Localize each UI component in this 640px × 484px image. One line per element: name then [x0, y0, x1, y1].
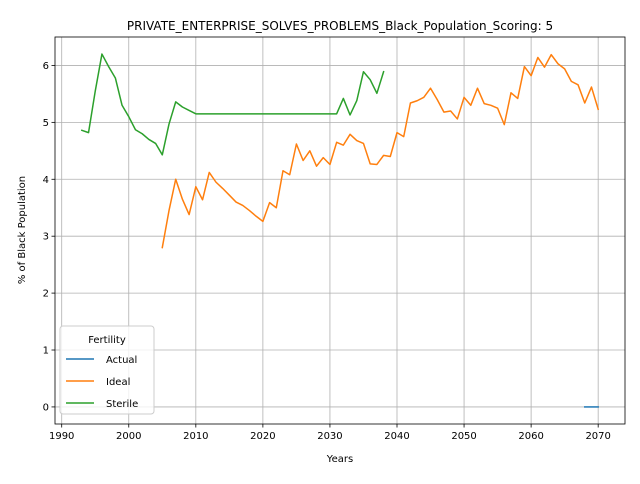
plot-frame [54, 36, 626, 425]
legend-label-ideal: Ideal [106, 377, 130, 388]
chart-title: PRIVATE_ENTERPRISE_SOLVES_PROBLEMS_Black… [127, 19, 553, 33]
x-axis-label: Years [326, 454, 353, 465]
x-tick-label: 2010 [183, 431, 208, 442]
x-tick-label: 2050 [451, 431, 476, 442]
x-tick-label: 2000 [116, 431, 141, 442]
y-tick-label: 2 [43, 289, 49, 300]
x-axis-ticks: 1990 2000 2010 2020 2030 2040 2050 2060 2070 [49, 424, 611, 442]
legend-title: Fertility [88, 335, 126, 346]
y-axis-label: % of Black Population [17, 176, 28, 284]
y-tick-label: 4 [43, 175, 49, 186]
legend-label-sterile: Sterile [106, 399, 138, 410]
y-axis-ticks: 0 1 2 3 4 5 6 [43, 61, 55, 413]
x-tick-label: 2040 [384, 431, 409, 442]
y-tick-label: 0 [43, 402, 49, 413]
y-tick-label: 3 [43, 232, 49, 243]
y-tick-label: 1 [43, 346, 49, 357]
legend: Fertility Actual Ideal Sterile [59, 325, 155, 415]
series-line-sterile [80, 53, 385, 156]
legend-items: Actual Ideal Sterile [66, 355, 138, 410]
x-tick-label: 2020 [250, 431, 275, 442]
x-tick-label: 2030 [317, 431, 342, 442]
x-tick-label: 2060 [518, 431, 543, 442]
series-line-ideal [161, 53, 600, 249]
y-tick-label: 5 [43, 118, 49, 129]
series-layer [80, 53, 600, 408]
x-tick-label: 2070 [585, 431, 610, 442]
legend-label-actual: Actual [106, 355, 137, 366]
y-tick-label: 6 [43, 61, 49, 72]
x-tick-label: 1990 [49, 431, 74, 442]
legend-box [59, 325, 155, 415]
